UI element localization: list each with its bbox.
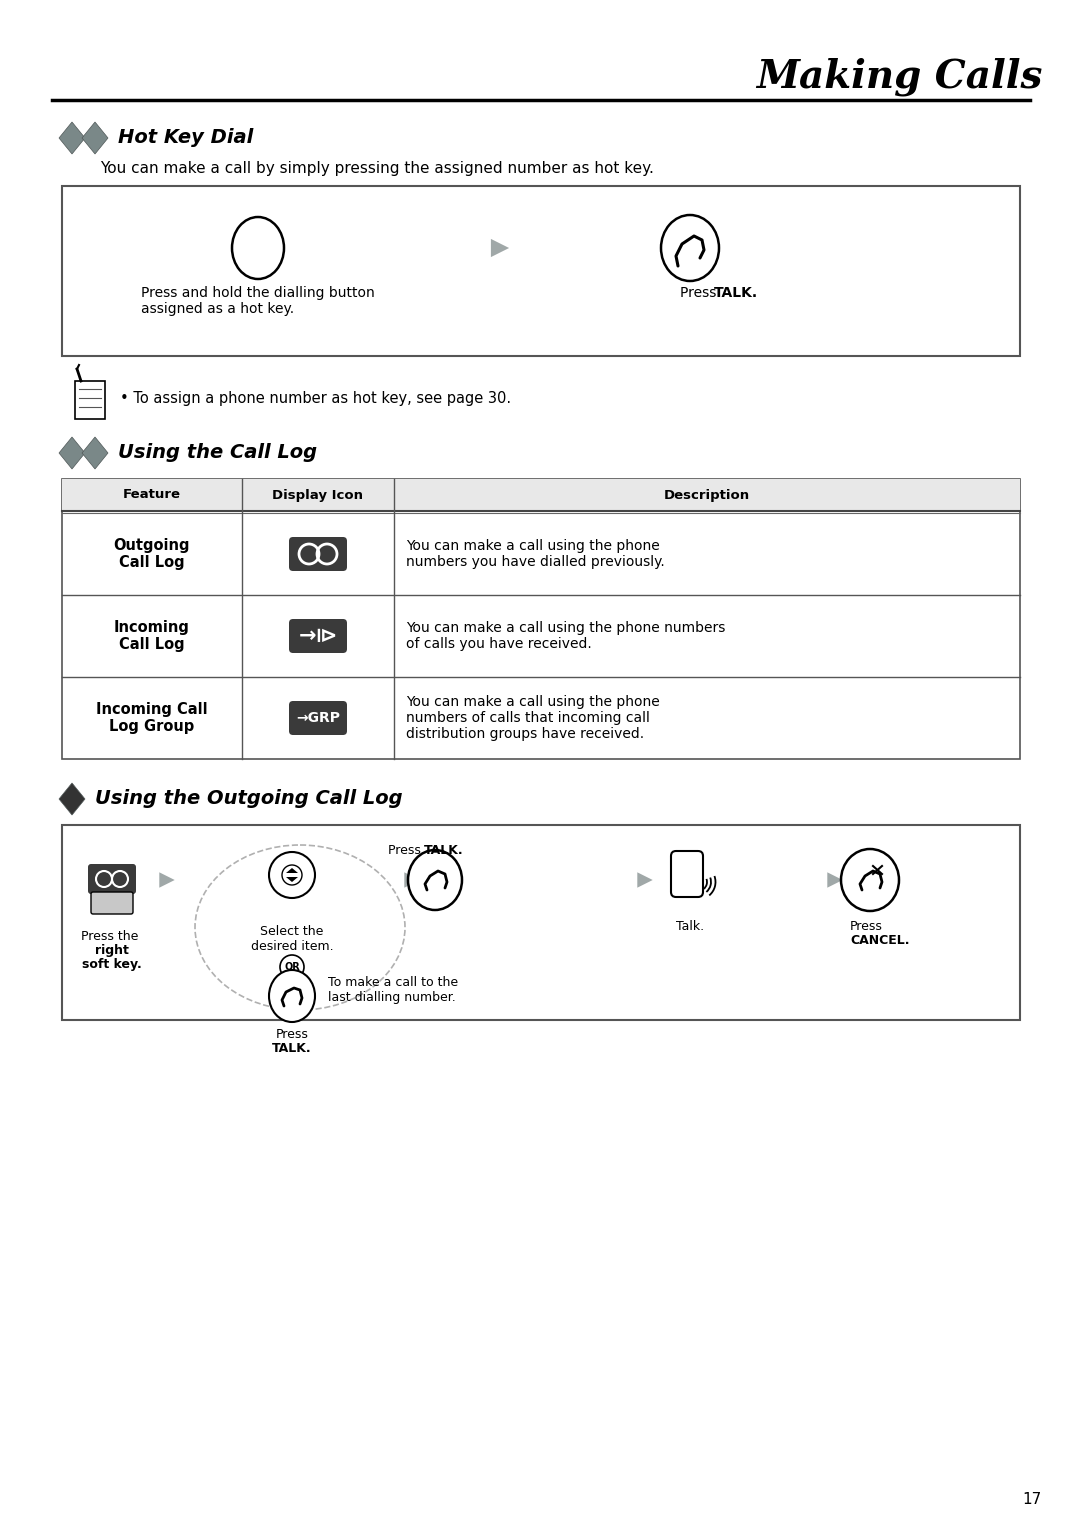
Text: TALK.: TALK.: [714, 286, 758, 300]
Text: TALK.: TALK.: [272, 1041, 312, 1055]
Ellipse shape: [232, 217, 284, 278]
Polygon shape: [286, 868, 298, 873]
Polygon shape: [491, 239, 509, 257]
Ellipse shape: [408, 850, 462, 910]
Text: You can make a call using the phone
numbers of calls that incoming call
distribu: You can make a call using the phone numb…: [406, 694, 660, 742]
FancyBboxPatch shape: [671, 852, 703, 898]
Polygon shape: [160, 873, 175, 888]
Text: To make a call to the
last dialling number.: To make a call to the last dialling numb…: [328, 976, 458, 1005]
Bar: [62, 479, 1020, 758]
Text: right: right: [95, 943, 129, 957]
Text: You can make a call using the phone
numbers you have dialled previously.: You can make a call using the phone numb…: [406, 538, 665, 569]
FancyBboxPatch shape: [289, 619, 347, 653]
Circle shape: [280, 956, 303, 979]
Text: Press: Press: [680, 286, 720, 300]
Ellipse shape: [195, 846, 405, 1011]
FancyBboxPatch shape: [289, 700, 347, 735]
Polygon shape: [82, 122, 108, 154]
Text: TALK.: TALK.: [424, 844, 463, 856]
Polygon shape: [59, 122, 85, 154]
Text: soft key.: soft key.: [82, 959, 141, 971]
Text: Incoming
Call Log: Incoming Call Log: [114, 619, 190, 653]
FancyBboxPatch shape: [289, 537, 347, 570]
Text: →GRP: →GRP: [296, 711, 340, 725]
Text: Press the: Press the: [81, 930, 143, 943]
Polygon shape: [286, 878, 298, 882]
Text: Press and hold the dialling button
assigned as a hot key.: Press and hold the dialling button assig…: [141, 286, 375, 317]
Text: You can make a call by simply pressing the assigned number as hot key.: You can make a call by simply pressing t…: [100, 161, 653, 176]
Text: →⧐: →⧐: [298, 625, 338, 645]
Polygon shape: [59, 783, 85, 815]
FancyBboxPatch shape: [87, 864, 136, 894]
Text: Description: Description: [664, 488, 751, 502]
Text: Press: Press: [275, 1027, 309, 1041]
Text: Using the Outgoing Call Log: Using the Outgoing Call Log: [95, 789, 403, 807]
Polygon shape: [404, 873, 420, 888]
Text: Feature: Feature: [123, 488, 181, 502]
FancyBboxPatch shape: [91, 891, 133, 914]
Bar: [62, 187, 1020, 356]
Polygon shape: [637, 873, 652, 888]
Polygon shape: [59, 437, 85, 469]
Text: Press: Press: [850, 920, 882, 933]
Text: You can make a call using the phone numbers
of calls you have received.: You can make a call using the phone numb…: [406, 621, 726, 651]
Text: Select the
desired item.: Select the desired item.: [251, 925, 334, 953]
Text: OR: OR: [284, 962, 300, 972]
Text: Incoming Call
Log Group: Incoming Call Log Group: [96, 702, 207, 734]
Polygon shape: [75, 381, 105, 419]
Ellipse shape: [841, 849, 899, 911]
Text: Talk.: Talk.: [676, 920, 704, 933]
Bar: [62, 479, 1020, 511]
Text: Press: Press: [388, 844, 424, 856]
Ellipse shape: [269, 969, 315, 1021]
Text: Making Calls: Making Calls: [756, 58, 1042, 96]
Text: 17: 17: [1023, 1492, 1042, 1508]
Circle shape: [269, 852, 315, 898]
Text: • To assign a phone number as hot key, see page 30.: • To assign a phone number as hot key, s…: [120, 391, 511, 407]
Text: Outgoing
Call Log: Outgoing Call Log: [113, 538, 190, 570]
Polygon shape: [827, 873, 842, 888]
Text: Display Icon: Display Icon: [272, 488, 364, 502]
Bar: [62, 826, 1020, 1020]
Polygon shape: [82, 437, 108, 469]
Text: CANCEL.: CANCEL.: [850, 934, 909, 946]
Circle shape: [282, 865, 302, 885]
Text: Hot Key Dial: Hot Key Dial: [118, 128, 253, 147]
Text: Using the Call Log: Using the Call Log: [118, 443, 318, 462]
Ellipse shape: [661, 216, 719, 281]
